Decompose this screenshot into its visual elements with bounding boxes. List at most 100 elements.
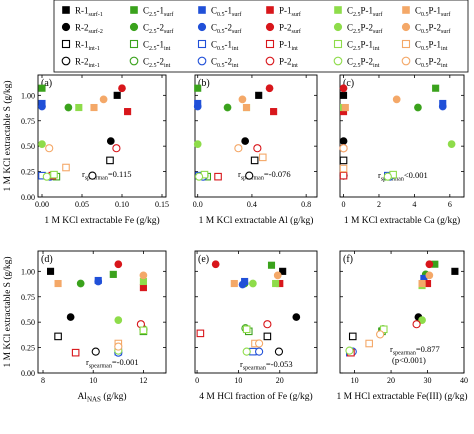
point-C2.5-2surf	[64, 103, 73, 112]
point-C0.5-2surf	[94, 277, 103, 286]
point-C0.5-2surf	[193, 102, 202, 111]
legend-marker-P-2int	[265, 56, 275, 66]
point-C0.5P-2surf	[99, 95, 108, 104]
point-R-2surf	[106, 137, 115, 145]
legend-marker-R-2surf	[61, 22, 71, 32]
legend-marker-C2.5P-2int	[333, 56, 343, 66]
point-P-1surf	[124, 108, 132, 116]
legend-marker-C2.5P-1int	[333, 39, 343, 49]
legend-marker-C2.5-1int	[129, 39, 139, 49]
x-axis-label: 1 M KCl extractable Al (g/kg)	[199, 215, 314, 226]
x-tick-label: 0.00	[35, 200, 49, 209]
panel-letter: (e)	[198, 254, 209, 265]
correlation-annotation: rspearman=0.115	[82, 169, 131, 182]
legend-label-R-2surf: R-2surf-2	[75, 23, 103, 36]
point-C0.5P-1int	[258, 153, 267, 162]
point-R-1surf	[279, 267, 287, 275]
panel-5: 0 10 20 (e) 4 M HCl fraction of Fe (g/kg) rsp…	[194, 250, 318, 402]
y-tick-label: 0.50	[21, 318, 35, 327]
point-C2.5-1surf	[38, 84, 46, 92]
legend-label-R-2int: R-2int-1	[75, 57, 100, 70]
legend-label-C2.5P-1surf: C2.5P-1surf	[347, 6, 382, 19]
x-tick-label: 12	[139, 376, 147, 385]
panel-letter: (a)	[41, 78, 52, 89]
x-tick-label: 20	[276, 376, 284, 385]
legend-marker-R-1int	[61, 39, 71, 49]
legend-marker-C0.5-1int	[197, 39, 207, 49]
legend-marker-C2.5-2surf	[129, 22, 139, 32]
x-tick-label: 10	[351, 376, 359, 385]
x-tick-label: 0.4	[247, 200, 257, 209]
legend-label-C0.5P-1int: C0.5P-1int	[415, 40, 448, 53]
legend-marker-C2.5P-1surf	[334, 6, 342, 14]
point-C0.5P-1surf	[54, 279, 62, 288]
point-P-1surf	[139, 284, 147, 292]
legend-label-P-2int: P-2int	[279, 57, 298, 70]
legend-label-P-1int: P-1int	[279, 40, 298, 53]
y-tick-label: 0.75	[21, 117, 35, 126]
point-C0.5P-2surf	[238, 95, 247, 104]
legend-label-C0.5P-2surf: C0.5P-2surf	[415, 23, 450, 36]
legend-label-C2.5-1int: C2.5-1int	[143, 40, 171, 53]
legend-label-C0.5-2surf: C0.5-2surf	[211, 23, 241, 36]
point-P-2surf	[118, 84, 126, 93]
x-tick-label: 10	[234, 376, 242, 385]
point-C0.5-2surf	[438, 102, 447, 111]
point-R-1surf	[451, 267, 459, 275]
point-C2.5-1surf	[109, 270, 117, 278]
legend-label-C2.5P-2surf: C2.5P-2surf	[347, 23, 382, 36]
point-R-2surf	[66, 313, 75, 321]
x-tick-label: 0.05	[75, 200, 89, 209]
point-C0.5-2surf	[38, 102, 46, 111]
legend-marker-C2.5-1surf	[130, 6, 138, 14]
legend-marker-R-2int	[61, 56, 71, 66]
point-C0.5P-2int	[339, 144, 348, 153]
legend-label-C2.5P-1int: C2.5P-1int	[347, 40, 380, 53]
plot-frame	[339, 74, 465, 198]
x-tick-label: 0	[342, 200, 346, 209]
x-tick-label: 2	[377, 200, 381, 209]
point-C2.5P-1surf	[75, 103, 83, 112]
point-P-1surf	[270, 108, 278, 116]
point-C0.5P-1int	[339, 164, 348, 173]
y-axis-label: 1 M KCl extractable S (g/kg)	[2, 256, 13, 367]
legend-label-C2.5P-2int: C2.5P-2int	[347, 57, 380, 70]
x-axis-label: 1 M KCl extractable Fe (g/kg)	[44, 215, 159, 226]
point-C2.5P-2int	[383, 172, 392, 181]
panel-4: 8 10 12 0.00 0.25 0.50 0.75 1.00 (d) AlNAS (g/kg)…	[2, 250, 167, 404]
point-R-1int	[348, 332, 357, 341]
legend-marker-C0.5-1surf	[198, 6, 206, 14]
point-R-2int	[274, 347, 284, 356]
y-tick-label: 0.25	[21, 344, 35, 353]
correlation-annotation: rspearman=-0.076	[238, 169, 291, 182]
point-C2.5P-2surf	[193, 140, 202, 148]
point-C0.5P-1surf	[230, 279, 238, 288]
point-C2.5-1surf	[432, 84, 440, 92]
y-tick-label: 0.00	[21, 369, 35, 378]
x-tick-label: 6	[448, 200, 452, 209]
point-C2.5P-2surf	[249, 279, 257, 288]
panel-letter: (c)	[343, 78, 354, 89]
y-tick-label: 0.50	[21, 142, 35, 151]
y-tick-label: 0.75	[21, 293, 35, 302]
x-tick-label: 8	[41, 376, 45, 385]
point-P-2int	[253, 144, 262, 153]
legend-label-C0.5P-1surf: C0.5P-1surf	[415, 6, 450, 19]
point-C2.5P-2int	[242, 347, 251, 356]
x-tick-label: 20	[387, 376, 395, 385]
point-C0.5P-1int	[62, 163, 70, 172]
point-C2.5-1surf	[194, 84, 202, 92]
point-R-1int	[106, 156, 114, 165]
point-C0.5P-2int	[114, 342, 123, 351]
legend-marker-C0.5P-2int	[401, 56, 411, 66]
point-P-2surf	[339, 84, 348, 93]
point-P-1int	[214, 172, 222, 181]
point-R-1int	[263, 332, 272, 341]
x-axis-label: 1 M HCl extractable Fe(III) (g/kg)	[336, 391, 467, 402]
x-tick-label: 0.15	[155, 200, 169, 209]
correlation-annotation: rspearman=-0.001	[86, 357, 139, 370]
point-R-2surf	[241, 137, 250, 145]
legend-marker-C0.5P-1surf	[402, 6, 410, 14]
point-C2.5P-1int	[50, 170, 58, 179]
